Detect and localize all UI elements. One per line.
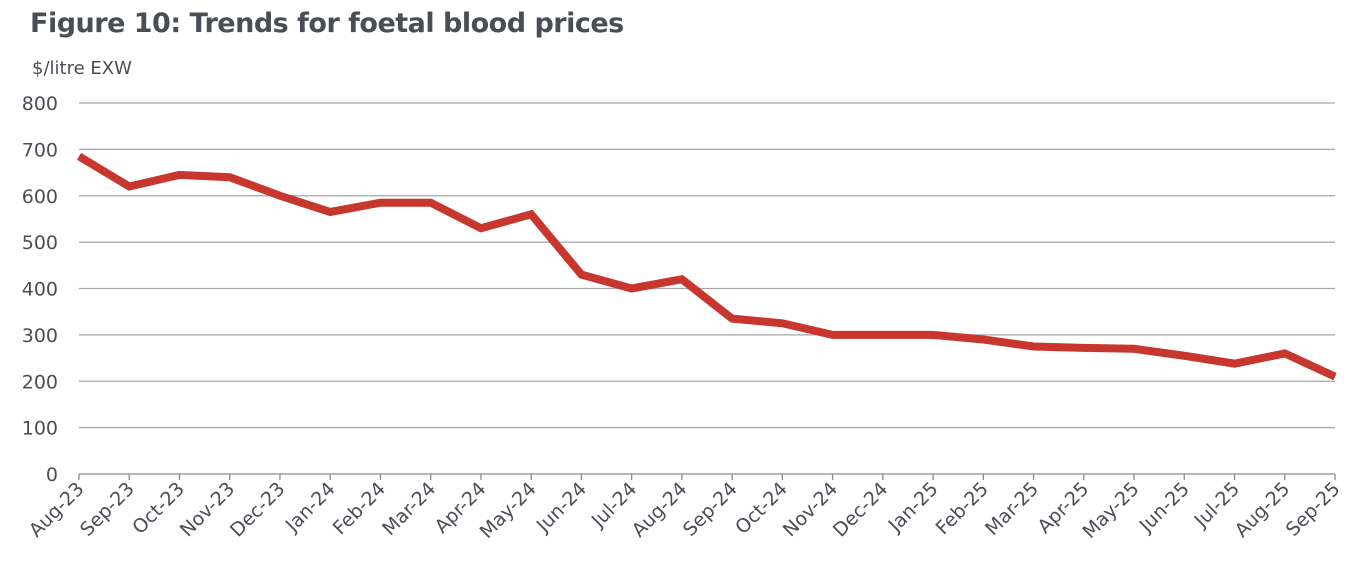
x-tick-label: Feb-24 xyxy=(329,478,390,539)
price-line xyxy=(76,152,1337,381)
x-tick-label: Jun-24 xyxy=(532,478,591,537)
x-tick-label: Sep-23 xyxy=(76,478,139,541)
y-axis-label: $/litre EXW xyxy=(32,58,132,79)
chart-title: Figure 10: Trends for foetal blood price… xyxy=(30,8,624,39)
y-tick-label: 100 xyxy=(22,418,58,440)
x-tick-label: Jan-24 xyxy=(281,478,340,537)
x-tick-label: May-24 xyxy=(476,478,541,543)
x-tick-label: Sep-24 xyxy=(679,478,742,541)
x-tick-label: Nov-23 xyxy=(176,478,239,541)
x-tick-label: Aug-24 xyxy=(628,478,692,542)
x-tick-label: Jun-25 xyxy=(1135,478,1194,537)
y-tick-label: 200 xyxy=(22,371,58,393)
x-tick-label: Aug-25 xyxy=(1231,478,1295,542)
y-tick-label: 700 xyxy=(22,139,58,161)
x-tick-label: Mar-24 xyxy=(378,478,440,540)
y-tick-label: 800 xyxy=(22,93,58,115)
y-tick-label: 400 xyxy=(22,279,58,301)
x-tick-label: Jan-25 xyxy=(884,478,943,537)
x-tick-label: Nov-24 xyxy=(779,478,842,541)
y-tick-label: 0 xyxy=(46,464,58,486)
y-tick-label: 600 xyxy=(22,186,58,208)
x-tick-label: Sep-25 xyxy=(1282,478,1345,541)
y-tick-label: 300 xyxy=(22,325,58,347)
x-tick-label: Dec-23 xyxy=(226,478,290,542)
x-tick-label: May-25 xyxy=(1079,478,1144,543)
x-tick-label: Feb-25 xyxy=(932,478,993,539)
x-tick-label: Aug-23 xyxy=(25,478,89,542)
x-tick-label: Mar-25 xyxy=(981,478,1043,540)
x-tick-label: Dec-24 xyxy=(829,478,893,542)
y-tick-label: 500 xyxy=(22,232,58,254)
